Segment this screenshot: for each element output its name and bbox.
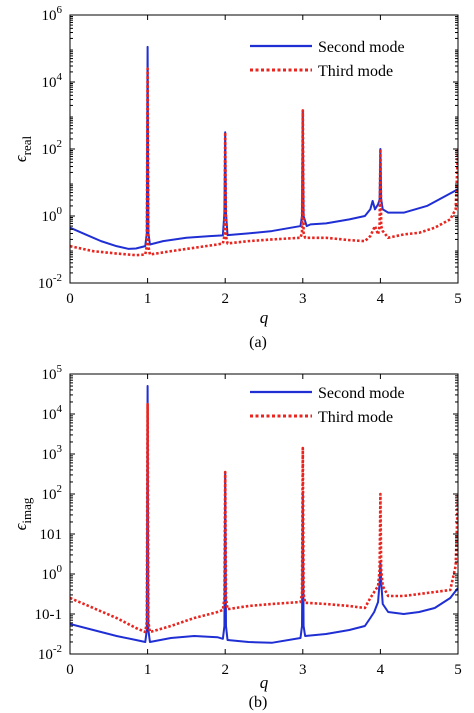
x-tick-label: 2 — [221, 291, 229, 307]
x-tick-label: 0 — [66, 291, 74, 307]
x-tick-label: 0 — [66, 662, 74, 678]
legend-label-second-mode: Second mode — [318, 39, 405, 56]
series-line-third-mode — [70, 402, 458, 634]
x-axis-label: q — [260, 308, 269, 327]
plot-frame — [69, 373, 459, 655]
y-tick-label: 105 — [42, 363, 63, 383]
x-tick-label: 5 — [454, 291, 462, 307]
y-tick-label: 106 — [42, 4, 63, 24]
x-tick-label: 4 — [377, 662, 385, 678]
x-tick-label: 4 — [377, 291, 385, 307]
series-line-third-mode — [70, 67, 458, 257]
legend-label-third-mode: Third mode — [318, 63, 393, 80]
x-axis-label: q — [260, 673, 269, 692]
panel-caption: (a) — [249, 334, 267, 351]
y-tick-label: 103 — [42, 443, 63, 463]
x-tick-label: 1 — [144, 291, 152, 307]
y-tick-label: 100 — [42, 205, 63, 225]
y-tick-label: 102 — [42, 138, 63, 158]
y-axis-label: ϵreal — [11, 135, 34, 162]
x-tick-label: 1 — [144, 662, 152, 678]
y-tick-label: 104 — [42, 403, 63, 423]
x-tick-label: 3 — [299, 291, 307, 307]
x-tick-label: 2 — [221, 662, 229, 678]
x-tick-label: 3 — [299, 662, 307, 678]
y-tick-label: 102 — [42, 483, 63, 503]
y-tick-label: 101 — [40, 527, 63, 543]
panel-caption: (b) — [249, 694, 268, 711]
legend-label-third-mode: Third mode — [318, 409, 393, 426]
x-tick-label: 5 — [454, 662, 462, 678]
y-tick-label: 100 — [42, 563, 63, 583]
y-axis-label: ϵimag — [11, 497, 34, 530]
y-tick-label: 10-2 — [38, 643, 62, 663]
y-tick-label: 104 — [42, 71, 63, 91]
y-tick-label: 10-2 — [38, 272, 62, 292]
series-line-second-mode — [70, 45, 458, 250]
chart-panel-1: 0 1 2 3 4 5 10-2 100 102 104 106 ϵreal q (a) Second mo… — [11, 4, 462, 351]
legend-label-second-mode: Second mode — [318, 385, 405, 402]
chart-panel-2: 0 1 2 3 4 5 10-2 10-1 100 101 102 103 104 105 ϵimag q (b… — [11, 363, 462, 711]
y-tick-label: 10-1 — [35, 607, 63, 623]
